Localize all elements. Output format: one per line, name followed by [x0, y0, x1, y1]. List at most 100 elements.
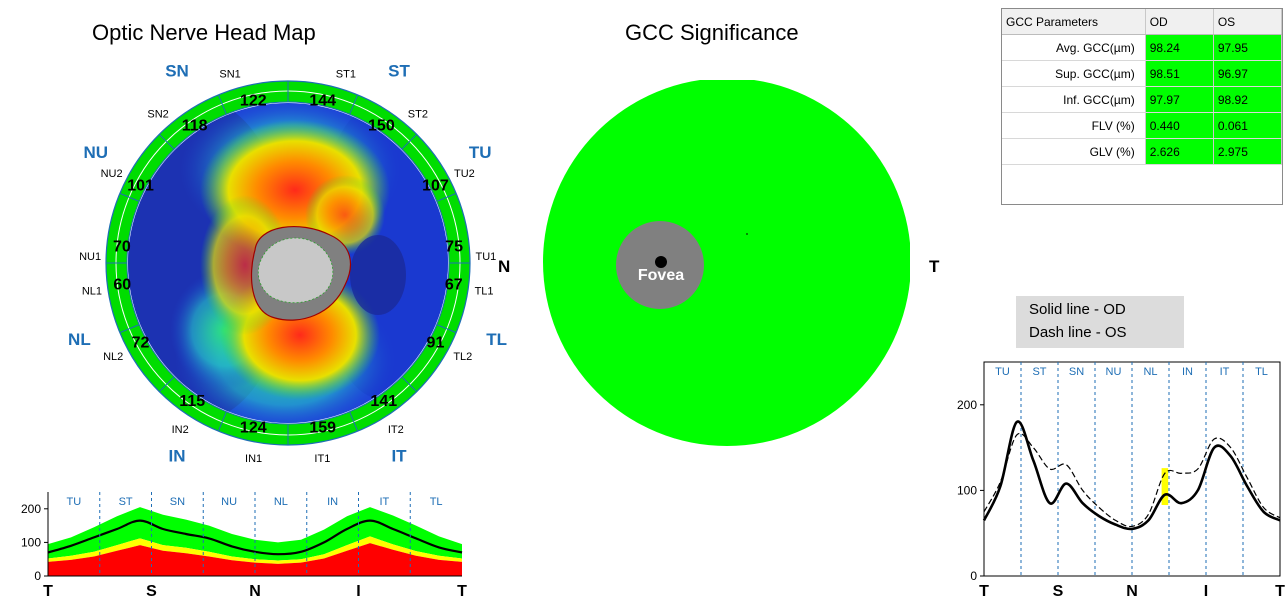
x-tick-label: T — [979, 583, 989, 598]
quadrant-label: ST — [388, 62, 410, 81]
sector-value: 115 — [179, 393, 205, 410]
fovea-label: Fovea — [638, 267, 684, 284]
quadrant-label: IT — [391, 446, 407, 465]
sector-value: 70 — [113, 239, 131, 256]
y-tick-label: 200 — [21, 502, 41, 516]
y-tick-label: 0 — [34, 569, 41, 583]
sector-label: IN — [1182, 366, 1193, 378]
sector-value: 118 — [182, 118, 208, 135]
gcc-significance-title: GCC Significance — [625, 20, 799, 45]
table-header-row: GCC Parameters OD OS — [1002, 9, 1283, 35]
sector-label: IT — [1220, 366, 1230, 378]
normal-band — [48, 507, 462, 561]
sector-value: 60 — [113, 276, 131, 293]
sector-label: ST2 — [408, 109, 428, 121]
sector-label: TU2 — [454, 168, 475, 180]
sector-label: TL — [430, 496, 443, 508]
sector-label: SN1 — [219, 69, 240, 81]
sector-value: 75 — [445, 239, 463, 256]
param-name: Inf. GCC(µm) — [1002, 86, 1146, 113]
sector-label: TU — [995, 366, 1010, 378]
sector-label: TU — [67, 496, 82, 508]
sector-label: TL2 — [453, 351, 472, 363]
sector-value: 144 — [309, 93, 336, 110]
sector-label: SN2 — [147, 109, 168, 121]
quadrant-label: SN — [165, 62, 189, 81]
onh-map: 122 144 118 150 101 107 70 75 60 67 72 91 115 141 124 1… — [68, 62, 507, 466]
table-row: Sup. GCC(µm) 98.51 96.97 — [1002, 60, 1283, 87]
x-tick-label: I — [356, 583, 360, 598]
sector-value: 124 — [240, 419, 267, 436]
x-tick-label: T — [1275, 583, 1285, 598]
header-os: OS — [1213, 9, 1283, 35]
sector-label: TU1 — [475, 251, 496, 263]
sector-value: 91 — [427, 334, 445, 351]
x-tick-label: N — [249, 583, 261, 598]
y-tick-label: 100 — [21, 535, 41, 549]
quadrant-label: NL — [68, 330, 91, 349]
gcc-normal-area — [543, 80, 910, 446]
gcc-parameters-table: GCC Parameters OD OS Avg. GCC(µm) 98.24 … — [1001, 8, 1283, 205]
param-name: Avg. GCC(µm) — [1002, 34, 1146, 61]
param-os: 97.95 — [1213, 34, 1283, 61]
sector-value: 159 — [309, 419, 336, 436]
legend-solid: Solid line - OD — [1029, 301, 1126, 318]
quadrant-label: NU — [83, 143, 108, 162]
nasal-label: N — [498, 257, 511, 276]
y-tick-label: 0 — [970, 569, 977, 583]
sector-label: TL1 — [475, 286, 494, 298]
param-od: 98.24 — [1145, 34, 1214, 61]
param-name: GLV (%) — [1002, 138, 1146, 165]
legend-dash: Dash line - OS — [1029, 324, 1127, 341]
param-name: Sup. GCC(µm) — [1002, 60, 1146, 87]
sector-label: NL — [1143, 366, 1157, 378]
param-os: 96.97 — [1213, 60, 1283, 87]
sector-label: ST — [1032, 366, 1046, 378]
param-od: 98.51 — [1145, 60, 1214, 87]
sector-label: IT — [379, 496, 389, 508]
sector-label: NL1 — [82, 286, 102, 298]
quadrant-label: TL — [486, 330, 507, 349]
optic-cup — [257, 237, 334, 304]
sector-value: 122 — [240, 93, 267, 110]
x-tick-label: T — [457, 583, 467, 598]
abnormal-band — [48, 543, 462, 576]
sector-label: ST — [119, 496, 133, 508]
series-os-line — [983, 432, 1281, 528]
sector-label: SN — [1069, 366, 1084, 378]
sector-dividers — [106, 81, 470, 445]
header-parameters: GCC Parameters — [1002, 9, 1146, 35]
param-od: 0.440 — [1145, 112, 1214, 139]
sector-label: IN1 — [245, 453, 262, 465]
sector-label: IN — [327, 496, 338, 508]
sector-label: IT2 — [388, 424, 404, 436]
onh-map-title: Optic Nerve Head Map — [92, 20, 316, 45]
x-tick-label: T — [43, 583, 53, 598]
fovea-center — [655, 256, 667, 268]
param-os: 98.92 — [1213, 86, 1283, 113]
sector-value: 141 — [370, 393, 397, 410]
x-tick-label: S — [1053, 583, 1064, 598]
y-tick-label: 100 — [957, 483, 977, 497]
sector-label: NU1 — [79, 251, 101, 263]
header-od: OD — [1145, 9, 1214, 35]
sector-value: 67 — [445, 276, 463, 293]
sector-label: IN2 — [172, 424, 189, 436]
gcc-significance-map: Fovea — [543, 80, 910, 446]
sector-label: NL2 — [103, 351, 123, 363]
x-tick-label: S — [146, 583, 157, 598]
x-tick-label: N — [1126, 583, 1138, 598]
table-row: Avg. GCC(µm) 98.24 97.95 — [1002, 34, 1283, 61]
param-od: 97.97 — [1145, 86, 1214, 113]
sector-label: NU2 — [101, 168, 123, 180]
param-os: 2.975 — [1213, 138, 1283, 165]
sector-label: TL — [1255, 366, 1268, 378]
temporal-label: T — [929, 257, 940, 276]
table-row: Inf. GCC(µm) 97.97 98.92 — [1002, 86, 1283, 113]
line-legend: Solid line - OD Dash line - OS — [1016, 296, 1184, 348]
sector-label: NL — [274, 496, 288, 508]
quadrant-label: TU — [469, 143, 492, 162]
sector-value: 72 — [132, 334, 150, 351]
